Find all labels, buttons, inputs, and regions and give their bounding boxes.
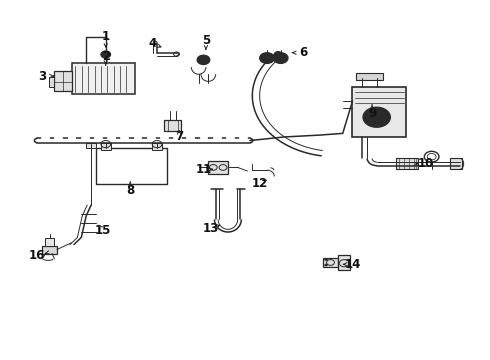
Bar — [54, 71, 72, 91]
Text: 5: 5 — [202, 33, 210, 47]
Text: 16: 16 — [29, 249, 46, 262]
Text: 4: 4 — [148, 37, 156, 50]
Circle shape — [325, 264, 328, 266]
Text: 3: 3 — [38, 69, 46, 82]
Text: 15: 15 — [95, 224, 112, 237]
Bar — [49, 77, 54, 87]
Circle shape — [363, 107, 391, 127]
Text: 10: 10 — [417, 157, 434, 170]
Circle shape — [197, 55, 210, 64]
Circle shape — [260, 53, 274, 63]
Bar — [101, 143, 111, 149]
Circle shape — [325, 258, 328, 261]
Bar — [72, 63, 135, 94]
Bar — [45, 238, 54, 246]
Bar — [338, 255, 350, 270]
Circle shape — [274, 51, 282, 57]
Bar — [450, 158, 463, 169]
Text: 6: 6 — [299, 46, 308, 59]
Bar — [86, 143, 96, 148]
Bar — [152, 143, 162, 149]
Bar — [96, 148, 167, 184]
Bar — [352, 87, 406, 137]
Text: 1: 1 — [102, 30, 110, 43]
Bar — [208, 161, 228, 174]
Text: 11: 11 — [196, 163, 212, 176]
Text: 2: 2 — [102, 50, 110, 63]
Text: 14: 14 — [344, 258, 361, 271]
Bar — [323, 258, 338, 267]
Circle shape — [101, 51, 111, 58]
Bar — [164, 120, 181, 131]
Bar — [356, 73, 383, 80]
Text: 13: 13 — [203, 222, 219, 235]
Text: 12: 12 — [251, 177, 268, 190]
Bar — [42, 246, 57, 253]
Text: 7: 7 — [175, 130, 183, 144]
Circle shape — [273, 53, 288, 63]
Bar — [396, 158, 418, 169]
Text: 9: 9 — [368, 107, 376, 120]
Text: 8: 8 — [126, 184, 134, 197]
